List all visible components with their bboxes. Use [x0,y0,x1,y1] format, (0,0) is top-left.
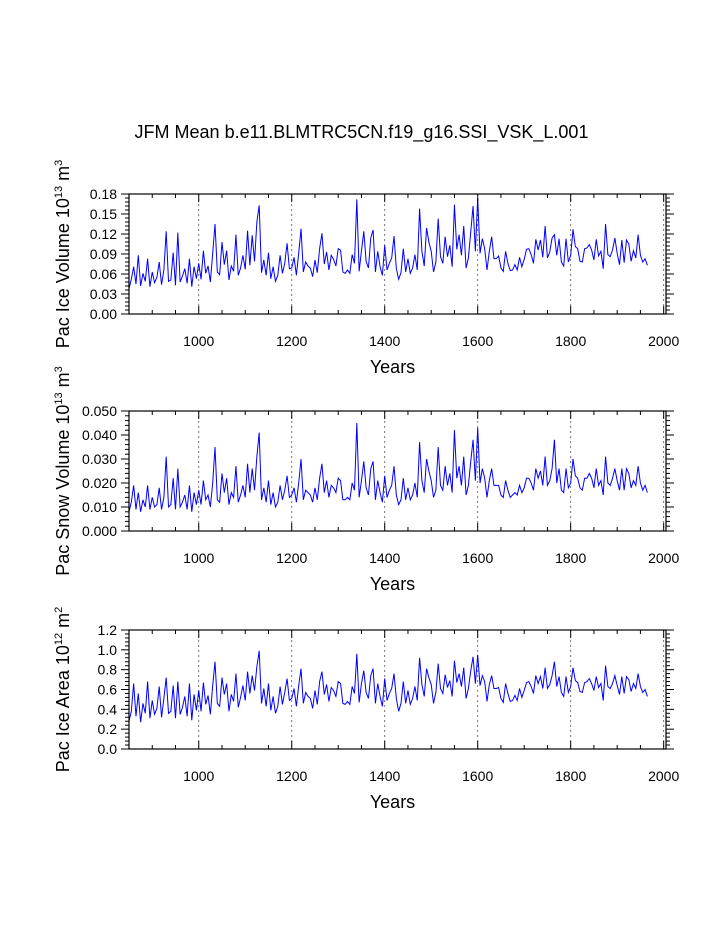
y-tick-label: 0.03 [90,286,117,302]
y-axis-label-unit: m [53,372,73,392]
y-axis-label-unit-exponent: 3 [53,366,65,372]
x-tick-label: 1200 [276,768,307,784]
y-tick-label: 0.000 [82,523,117,539]
x-axis-label: Years [370,574,415,594]
y-tick-label: 0.12 [90,226,117,242]
y-axis-label-unit: m [53,166,73,186]
y-tick-label: 0.15 [90,206,117,222]
y-axis-label-text: Pac Snow Volume 10 [53,405,73,576]
y-axis-label-exponent: 13 [53,186,65,198]
y-tick-label: 0.8 [98,662,118,678]
x-tick-label: 1000 [183,550,214,566]
x-tick-label: 2000 [648,550,679,566]
y-axis-label-text: Pac Ice Area 10 [53,645,73,772]
x-tick-label: 1000 [183,333,214,349]
y-tick-label: 0.030 [82,451,117,467]
series-line [128,650,648,723]
y-axis-label-exponent: 12 [53,633,65,645]
y-tick-label: 0.6 [98,682,118,698]
x-tick-label: 1800 [555,550,586,566]
y-tick-label: 0.040 [82,427,117,443]
y-tick-label: 0.020 [82,475,117,491]
y-axis-label-unit: m [53,613,73,633]
y-axis-label: Pac Snow Volume 1013 m3 [53,366,73,575]
series-line [128,422,648,512]
x-tick-label: 1200 [276,550,307,566]
y-tick-label: 0.18 [90,186,117,202]
x-tick-label: 1600 [462,333,493,349]
y-tick-label: 0.06 [90,266,117,282]
series-line [128,197,648,289]
x-axis-label: Years [370,357,415,377]
x-tick-label: 1800 [555,768,586,784]
y-tick-label: 0.00 [90,306,117,322]
y-tick-label: 1.2 [98,622,118,638]
x-axis-label: Years [370,792,415,812]
y-tick-label: 0.4 [98,701,118,717]
x-tick-label: 1000 [183,768,214,784]
x-tick-label: 1200 [276,333,307,349]
x-tick-label: 2000 [648,768,679,784]
plot-frame [128,629,667,750]
page-title: JFM Mean b.e11.BLMTRC5CN.f19_g16.SSI_VSK… [134,122,589,142]
y-tick-label: 1.0 [98,642,118,658]
y-axis-label: Pac Ice Volume 1013 m3 [53,160,73,348]
y-tick-label: 0.010 [82,499,117,515]
y-axis-label-unit-exponent: 2 [53,607,65,613]
y-axis-label-unit-exponent: 3 [53,160,65,166]
x-tick-label: 1400 [369,550,400,566]
chart-panel-2: 1000 1200 1400 1600 1800 2000 0.000 0.010 0.020 0… [53,366,679,594]
plot-frame [128,410,667,532]
x-tick-label: 1800 [555,333,586,349]
chart-panel-3: 1000 1200 1400 1600 1800 2000 0.0 0.2 0.4 0.6 0.8 1… [53,607,679,812]
plot-frame [128,193,667,315]
y-tick-label: 0.2 [98,721,118,737]
x-tick-label: 1600 [462,550,493,566]
y-axis-label-text: Pac Ice Volume 10 [53,198,73,348]
x-tick-label: 2000 [648,333,679,349]
y-tick-label: 0.050 [82,403,117,419]
y-tick-label: 0.09 [90,246,117,262]
y-axis-label-exponent: 13 [53,392,65,404]
x-tick-label: 1600 [462,768,493,784]
y-tick-label: 0.0 [98,741,118,757]
chart-panel-1: 1000 1200 1400 1600 1800 2000 0.00 0.03 0.06 0.09… [53,160,679,377]
x-tick-label: 1400 [369,333,400,349]
x-tick-label: 1400 [369,768,400,784]
y-axis-label: Pac Ice Area 1012 m2 [53,607,73,772]
